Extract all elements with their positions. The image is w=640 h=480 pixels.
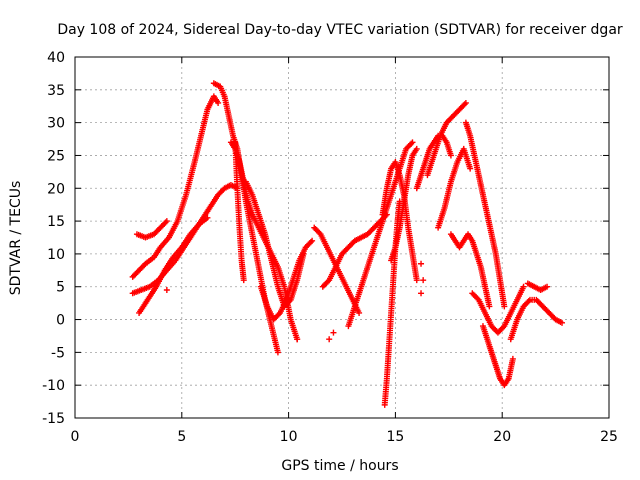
- data-point-marker: [559, 319, 566, 326]
- series-arc-23: [507, 296, 566, 343]
- y-tick-label: 20: [47, 181, 65, 197]
- y-axis-label: SDTVAR / TECUs: [8, 181, 24, 296]
- y-tick-label: 25: [47, 148, 65, 164]
- y-tick-label: -15: [42, 411, 65, 427]
- series-arc-18: [435, 145, 474, 231]
- data-point-marker: [462, 99, 469, 106]
- axis-ticks: 0 5 10 15 20 25 -15 -10 -5 0 5 10 15 20 25 30 35 40: [42, 50, 618, 445]
- data-point-marker: [409, 139, 416, 146]
- y-tick-label: -5: [51, 345, 65, 361]
- data-point-marker: [418, 260, 425, 267]
- y-tick-label: 30: [47, 116, 65, 132]
- series-arc-19: [447, 231, 493, 310]
- x-tick-label: 0: [71, 429, 80, 445]
- x-tick-label: 20: [493, 429, 511, 445]
- series-arc-17: [424, 99, 469, 179]
- y-tick-label: 10: [47, 247, 65, 263]
- x-tick-label: 10: [280, 429, 298, 445]
- data-point-marker: [330, 329, 337, 336]
- series-isolated-points: [163, 260, 427, 343]
- data-point-marker: [215, 99, 222, 106]
- series-arc-15: [388, 145, 420, 264]
- series-arc-3: [133, 218, 170, 241]
- data-point-marker: [163, 218, 170, 225]
- data-point-marker: [467, 165, 474, 172]
- x-tick-label: 5: [177, 429, 186, 445]
- series-arc-4: [136, 214, 211, 316]
- data-point-marker: [309, 237, 316, 244]
- x-tick-label: 25: [600, 429, 618, 445]
- data-point-marker: [544, 283, 551, 290]
- y-tick-label: -10: [42, 378, 65, 394]
- data-points: [129, 80, 566, 408]
- series-arc-7: [232, 139, 247, 284]
- data-point-marker: [326, 336, 333, 343]
- y-tick-label: 35: [47, 83, 65, 99]
- data-point-marker: [204, 214, 211, 221]
- y-tick-label: 5: [56, 280, 65, 296]
- x-tick-label: 15: [386, 429, 404, 445]
- series-arc-24: [524, 280, 551, 294]
- series-arc-1: [129, 93, 222, 280]
- data-point-marker: [501, 303, 508, 310]
- data-point-marker: [486, 303, 493, 310]
- plot-frame: [74, 56, 610, 419]
- y-tick-label: 0: [56, 313, 65, 329]
- data-point-marker: [418, 290, 425, 297]
- data-point-marker: [420, 277, 427, 284]
- series-arc-21: [469, 283, 527, 336]
- data-point-marker: [294, 336, 301, 343]
- series-arc-8: [242, 178, 307, 310]
- series-arc-9: [257, 237, 316, 323]
- data-point-marker: [163, 287, 170, 294]
- y-tick-label: 40: [47, 50, 65, 66]
- data-point-marker: [520, 283, 527, 290]
- data-point-marker: [240, 277, 247, 284]
- data-point-marker: [356, 309, 363, 316]
- data-point-marker: [509, 355, 516, 362]
- data-point-marker: [274, 349, 281, 356]
- chart-title: Day 108 of 2024, Sidereal Day-to-day VTE…: [57, 22, 623, 38]
- y-tick-label: 15: [47, 214, 65, 230]
- series-arc-20: [462, 119, 508, 310]
- series-arc-22: [479, 323, 516, 389]
- data-point-marker: [413, 277, 420, 284]
- grid-lines: [75, 57, 609, 418]
- x-axis-label: GPS time / hours: [281, 458, 398, 474]
- series-arc-16: [413, 132, 454, 192]
- data-point-marker: [447, 152, 454, 159]
- data-point-marker: [413, 145, 420, 152]
